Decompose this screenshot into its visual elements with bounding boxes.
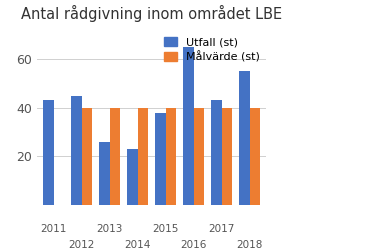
Text: 2018: 2018 [236, 240, 263, 250]
Bar [194, 108, 204, 205]
Title: Antal rådgivning inom området LBE: Antal rådgivning inom området LBE [21, 5, 282, 22]
Bar [127, 149, 138, 205]
Bar [71, 96, 82, 205]
Bar [138, 108, 148, 205]
Text: 2015: 2015 [152, 224, 179, 234]
Bar [110, 108, 120, 205]
Text: 2017: 2017 [208, 224, 235, 234]
Bar [239, 71, 250, 205]
Bar [211, 100, 222, 205]
Text: 2016: 2016 [181, 240, 207, 250]
Bar [222, 108, 232, 205]
Bar [155, 113, 166, 205]
Text: 2012: 2012 [68, 240, 95, 250]
Text: 2013: 2013 [97, 224, 123, 234]
Bar [99, 142, 110, 205]
Bar [43, 100, 54, 205]
Bar [183, 47, 194, 205]
Legend: Utfall (st), Målvärde (st): Utfall (st), Målvärde (st) [160, 34, 263, 66]
Text: 2011: 2011 [41, 224, 67, 234]
Bar [250, 108, 260, 205]
Bar [166, 108, 176, 205]
Text: 2014: 2014 [125, 240, 151, 250]
Bar [82, 108, 92, 205]
